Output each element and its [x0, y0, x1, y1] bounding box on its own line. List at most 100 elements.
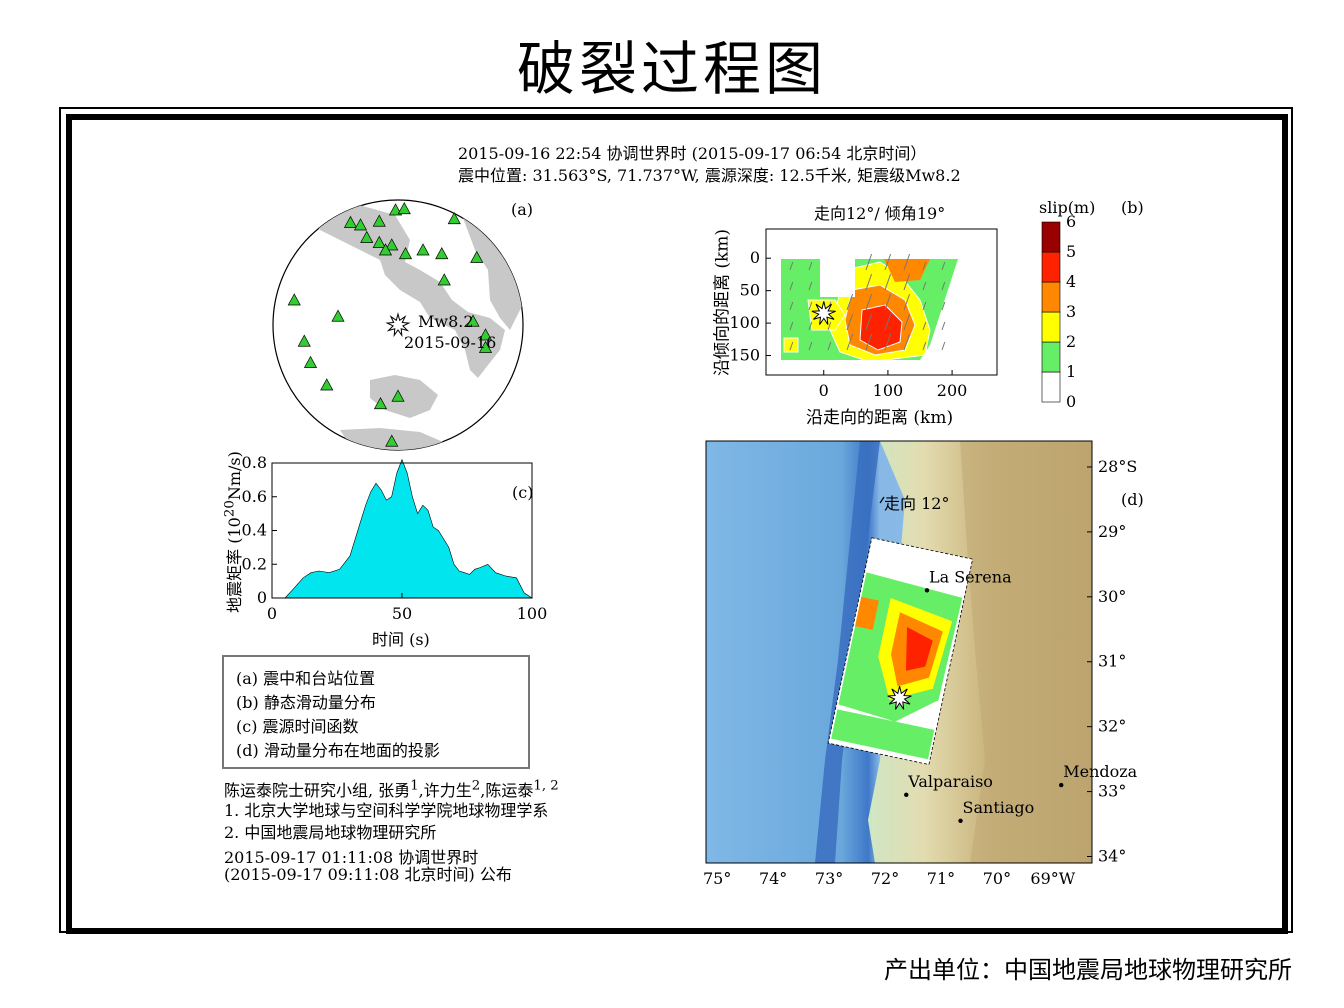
credits-released1: 2015-09-17 01:11:08 协调世界时 — [224, 848, 479, 867]
city-dot — [958, 818, 963, 823]
map-lat-label: 28°S — [1098, 457, 1137, 476]
slip-title: 走向12°/ 倾角19° — [814, 204, 946, 223]
slip-ytick-label: 0 — [750, 248, 760, 267]
slip-arrow — [941, 281, 946, 291]
strike-label: 走向 12° — [884, 494, 950, 513]
map-lon-label: 70° — [983, 869, 1011, 888]
colorbar-bin — [1041, 281, 1061, 313]
city-dot — [904, 792, 909, 798]
slip-arrow — [884, 253, 892, 271]
panel-a-label: (a) — [511, 200, 534, 219]
event-date: 2015-09-16 — [404, 333, 497, 352]
slip-arrow — [846, 333, 854, 351]
station-marker — [398, 247, 413, 260]
stf-ytick-label: 0.2 — [242, 554, 267, 573]
city-dot — [1059, 782, 1064, 788]
slip-arrow — [941, 321, 946, 331]
station-marker — [397, 202, 411, 215]
slip-arrow — [903, 293, 911, 311]
stf-panel: 0 50 100 0 0.2 0.4 0.6 0.8 — [242, 453, 548, 623]
station-marker — [372, 214, 386, 227]
stf-area — [284, 458, 534, 599]
station-markers — [287, 202, 493, 447]
station-marker — [353, 218, 368, 231]
colorbar-tick: 3 — [1066, 302, 1076, 321]
slip-arrow — [903, 253, 911, 271]
slip-ytick-label: 150 — [729, 346, 760, 365]
stf-xtick-label: 0 — [267, 604, 277, 623]
panel-d-label: (d) — [1121, 490, 1144, 509]
city-dot — [924, 588, 930, 593]
epicenter-star — [385, 312, 411, 338]
map-panel: La Serena Valparaiso Santiago Mendoza 75° 74… — [703, 440, 1138, 888]
city-label: Mendoza — [1063, 762, 1137, 781]
slip-arrow — [789, 321, 794, 331]
inner-frame — [66, 114, 1288, 934]
colorbar-tick: 4 — [1066, 272, 1076, 291]
slip-arrow — [922, 321, 927, 331]
map-lat-label: 31° — [1098, 652, 1126, 671]
station-marker — [391, 389, 405, 402]
slip-xtick-label: 0 — [819, 381, 829, 400]
header-line2: 震中位置: 31.563°S, 71.737°W, 震源深度: 12.5千米, … — [458, 166, 961, 185]
slip-arrow — [903, 313, 911, 331]
colorbar-tick: 2 — [1066, 332, 1076, 351]
station-marker — [470, 250, 484, 263]
slip-arrow — [846, 313, 854, 331]
map-lat-label: 29° — [1098, 522, 1126, 541]
map-ticks: 75° 74° 73° 72° 71° 70° 69°W 28°S 29° 30° 31° 32° 33… — [703, 457, 1137, 888]
colorbar-bin — [1041, 371, 1061, 403]
slip-ticks: 0 100 200 0 50 100 150 — [729, 248, 967, 400]
page-title: 破裂过程图 — [516, 35, 827, 103]
credits-aff2: 2. 中国地震局地球物理研究所 — [224, 823, 437, 842]
station-marker — [297, 334, 311, 347]
colorbar-bin — [1041, 311, 1061, 343]
station-marker — [388, 203, 403, 216]
slip-colorbar: 0 1 2 3 4 5 6 — [1041, 212, 1076, 411]
slip-contours — [781, 259, 958, 360]
slip-arrow — [865, 313, 873, 331]
stf-ytick-label: 0.8 — [242, 453, 267, 472]
colorbar-bin — [1041, 221, 1061, 253]
legend-item-a: (a) 震中和台站位置 — [236, 669, 376, 688]
slip-axes — [765, 228, 998, 376]
map-lon-label: 75° — [703, 869, 731, 888]
slip-ytick-label: 100 — [729, 313, 760, 332]
station-marker — [360, 230, 374, 243]
colorbar-tick: 0 — [1066, 392, 1076, 411]
stf-ytick-label: 0 — [257, 588, 267, 607]
slip-arrow — [808, 261, 813, 271]
hypocenter-star — [811, 301, 836, 325]
panel-c-label: (c) — [512, 483, 534, 502]
stf-xtick-label: 50 — [392, 604, 412, 623]
map-lon-label: 69°W — [1030, 869, 1075, 888]
slip-arrow — [846, 293, 854, 311]
slip-arrow — [865, 273, 873, 291]
credits-aff1: 1. 北京大学地球与空间科学学院地球物理学系 — [224, 801, 549, 820]
stf-ytick-label: 0.4 — [242, 521, 267, 540]
stf-xtick-label: 100 — [517, 604, 548, 623]
station-marker — [385, 238, 399, 251]
slip-ytick-label: 50 — [740, 281, 760, 300]
credits-authors: 陈运泰院士研究小组, 张勇1,许力生2,陈运泰1, 2 — [224, 778, 559, 800]
slip-arrow — [941, 341, 946, 351]
slip-arrow — [903, 273, 911, 291]
stf-xlabel: 时间 (s) — [372, 630, 430, 649]
legend-item-d: (d) 滑动量分布在地面的投影 — [236, 741, 440, 760]
station-marker — [320, 378, 334, 391]
slip-arrow — [827, 321, 832, 331]
slip-arrow — [827, 341, 832, 351]
slip-arrow — [941, 261, 946, 271]
slip-arrow — [789, 261, 794, 271]
stf-ylabel: 地震矩率 (1020Nm/s) — [222, 451, 244, 613]
colorbar-bin — [1041, 251, 1061, 283]
map-cities: La Serena Valparaiso Santiago Mendoza — [904, 567, 1138, 823]
city-label: Santiago — [963, 798, 1035, 817]
event-name: Mw8.2 — [418, 312, 474, 331]
station-marker — [478, 328, 493, 341]
map-lat-label: 32° — [1098, 717, 1126, 736]
slip-arrow — [884, 293, 892, 311]
slip-arrow — [865, 333, 873, 351]
slip-arrow — [789, 301, 794, 311]
